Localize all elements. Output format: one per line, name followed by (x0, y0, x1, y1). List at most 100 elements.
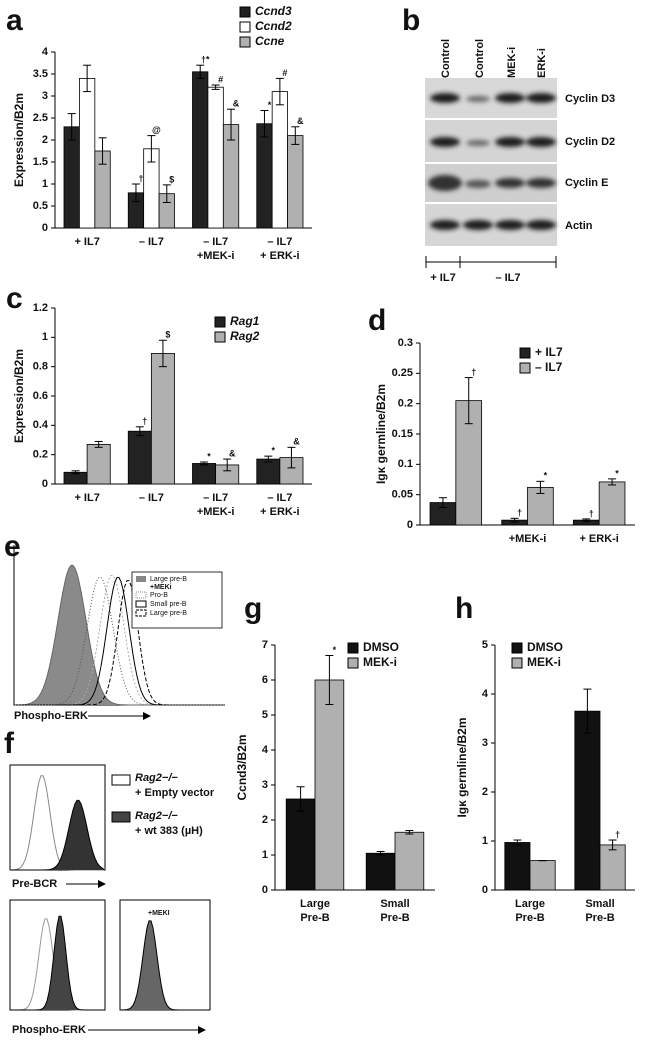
bar (287, 135, 304, 229)
y-tick-label: 0 (482, 884, 488, 896)
significance-mark: † (138, 173, 143, 183)
legend-label: Small pre-B (150, 601, 187, 608)
error-bar (536, 480, 545, 494)
legend-box (131, 571, 223, 629)
panel-letter: a (6, 4, 23, 37)
significance-mark: † (615, 829, 620, 839)
x-axis-label: Phospho-ERK (14, 710, 88, 722)
error-bar (510, 517, 519, 523)
error-bar (200, 461, 209, 466)
error-bar (287, 446, 296, 469)
legend-swatch (239, 6, 251, 18)
y-tick-label: 0.5 (33, 200, 48, 212)
y-tick-label: 3 (262, 779, 268, 791)
y-tick-label: 0.8 (33, 361, 48, 373)
significance-mark: & (233, 99, 240, 109)
error-bar (162, 184, 171, 203)
y-tick-label: 4 (42, 46, 49, 58)
legend-label: Large pre-B (150, 576, 187, 583)
x-tick-label: +MEK-i (197, 506, 235, 518)
bar (150, 353, 175, 485)
significance-mark: $ (165, 330, 170, 340)
legend-swatch (214, 331, 226, 343)
bar (599, 844, 626, 891)
legend-label: Rag2−/− (135, 810, 178, 822)
bar (256, 458, 281, 485)
bar (598, 481, 626, 526)
error-bar (147, 135, 156, 163)
error-bar (376, 851, 385, 856)
y-axis-label: Expression/B2m (12, 93, 26, 187)
histogram-curve (15, 580, 225, 706)
bar (394, 831, 425, 891)
error-bar (464, 377, 473, 425)
panel-letter: f (4, 727, 15, 760)
bar (365, 852, 396, 891)
bar (504, 842, 531, 891)
bar (207, 86, 224, 229)
y-tick-label: 1 (262, 849, 268, 861)
x-tick-label: Large (300, 898, 330, 910)
error-bar (67, 113, 76, 141)
significance-mark: & (293, 437, 300, 447)
legend-label: MEK-i (363, 655, 397, 669)
legend-label: MEK-i (527, 655, 561, 669)
error-bar (438, 497, 447, 508)
bar (79, 78, 96, 229)
histogram-curve (120, 920, 209, 1011)
y-tick-label: 0.2 (33, 449, 48, 461)
legend-label: Large pre-B (150, 610, 187, 617)
histogram-curve (11, 799, 105, 871)
x-tick-label: + ERK-i (579, 533, 618, 545)
significance-mark: †* (201, 55, 210, 65)
bar (63, 126, 80, 229)
legend-label: DMSO (363, 640, 399, 654)
y-tick-label: 5 (262, 709, 268, 721)
x-tick-label: + IL7 (74, 236, 99, 248)
lane-label: Control (474, 39, 486, 78)
panel-letter: g (244, 592, 262, 625)
y-axis-label: Igκ germline/B2m (455, 717, 469, 817)
significance-mark: † (142, 416, 147, 426)
x-axis-label: Pre-BCR (12, 878, 57, 890)
legend-swatch (347, 657, 359, 669)
y-tick-label: 0.4 (33, 419, 49, 431)
y-axis-label: Ccnd3/B2m (235, 734, 249, 800)
inset-label: +MEKI (148, 910, 170, 917)
x-tick-label: +MEK-i (197, 250, 235, 262)
significance-mark: * (272, 446, 276, 456)
x-tick-label: Pre-B (515, 912, 544, 924)
error-bar (260, 110, 269, 138)
panel-letter: d (368, 304, 386, 337)
legend-label: Rag2 (230, 329, 260, 343)
significance-mark: # (282, 68, 287, 78)
y-tick-label: 0 (42, 222, 48, 234)
bar (86, 443, 111, 485)
significance-mark: * (615, 468, 619, 478)
group-label: + IL7 (430, 272, 455, 284)
bar (285, 798, 316, 891)
legend-swatch (239, 36, 251, 48)
legend-swatch (135, 600, 147, 608)
legend-swatch (511, 642, 523, 654)
y-tick-label: 0.6 (33, 390, 48, 402)
error-bar (583, 688, 592, 734)
y-tick-label: 0.2 (398, 398, 413, 410)
legend-swatch (519, 362, 531, 374)
legend-label: Rag2−/− (135, 772, 178, 784)
error-bar (131, 183, 140, 203)
legend-swatch (519, 347, 531, 359)
x-tick-label: + IL7 (74, 492, 99, 504)
x-tick-label: – IL7 (139, 236, 164, 248)
bar (271, 91, 288, 229)
error-bar (98, 137, 107, 165)
row-label: Cyclin D2 (565, 136, 615, 148)
y-tick-label: 4 (482, 688, 489, 700)
error-bar (405, 830, 414, 835)
error-bar (513, 839, 522, 846)
legend-swatch (347, 642, 359, 654)
error-bar (196, 64, 205, 79)
error-bar (296, 786, 305, 812)
y-tick-label: 2 (262, 814, 268, 826)
